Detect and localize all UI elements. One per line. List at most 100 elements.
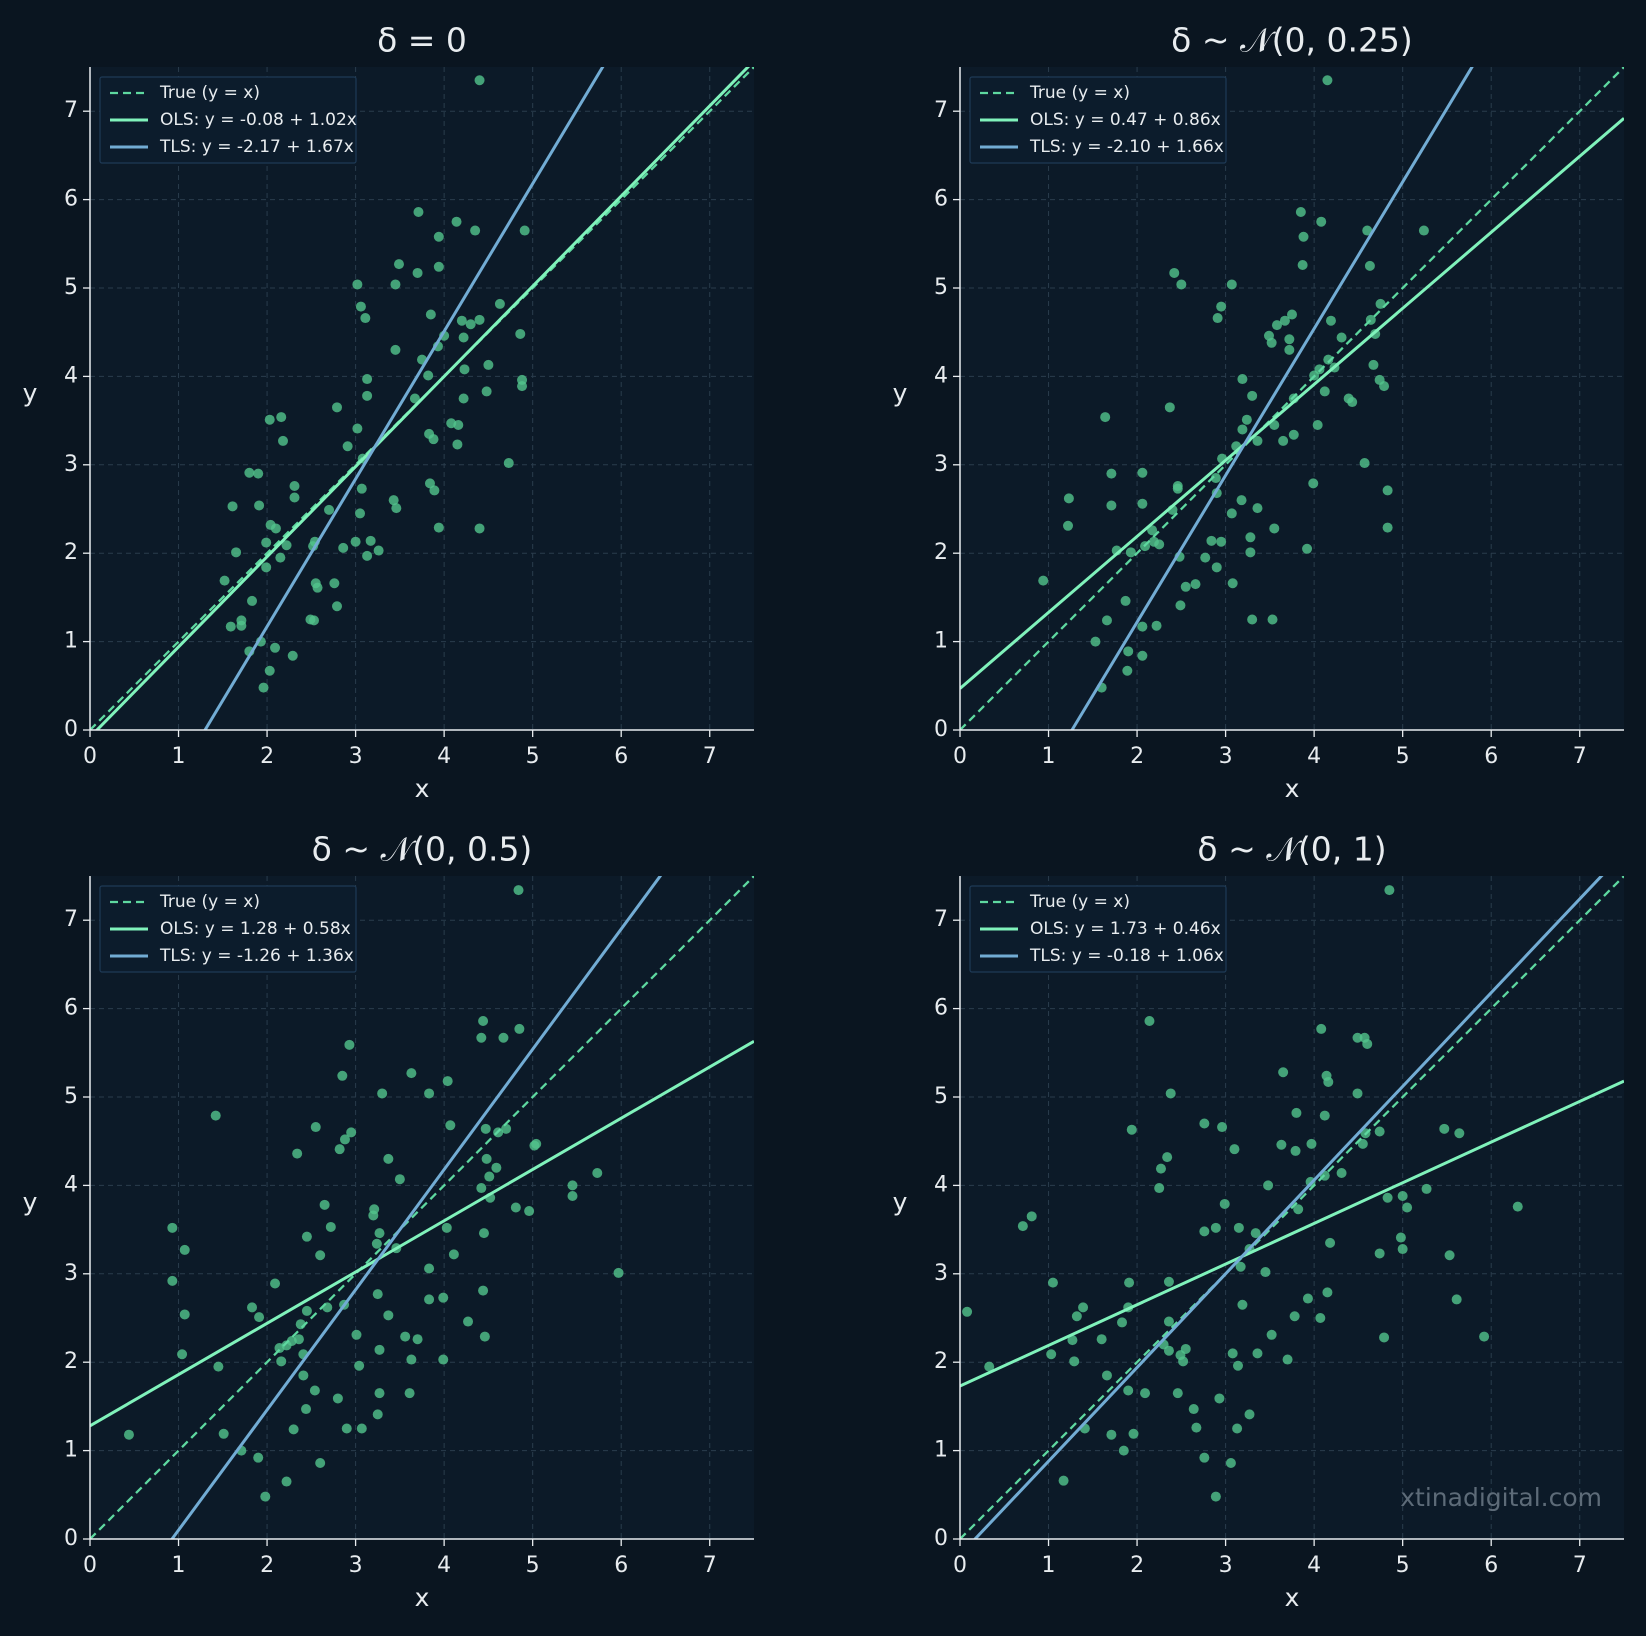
point — [479, 1331, 490, 1342]
point — [287, 650, 298, 661]
point — [1140, 1388, 1151, 1399]
point — [513, 885, 524, 896]
point — [1362, 1038, 1373, 1049]
point — [1078, 1302, 1089, 1313]
chart-title: δ ~ 𝒩(0, 1) — [1197, 830, 1386, 869]
point — [1172, 483, 1183, 494]
point — [301, 1305, 312, 1316]
point — [276, 1356, 287, 1367]
point — [484, 1171, 495, 1182]
point — [1352, 1032, 1363, 1043]
x-tick-label: 3 — [1219, 1553, 1233, 1578]
point — [1297, 260, 1308, 271]
point — [1479, 1331, 1490, 1342]
point — [1232, 1423, 1243, 1434]
y-tick-label: 2 — [64, 1349, 78, 1374]
y-tick-label: 4 — [934, 363, 948, 388]
point — [1308, 478, 1319, 489]
point — [373, 545, 384, 556]
point — [362, 550, 373, 561]
subplot: 0 1 2 3 4 5 6 7 0 1 2 3 4 5 6 7 True (y = x) OLS: y = 1.2… — [23, 830, 754, 1612]
fit-line — [94, 67, 751, 730]
point — [1395, 1232, 1406, 1243]
point — [1106, 468, 1117, 479]
x-axis-label: x — [1285, 1583, 1300, 1612]
x-tick-label: 7 — [1573, 1553, 1587, 1578]
y-tick-label: 2 — [934, 540, 948, 565]
point — [374, 1228, 385, 1239]
point — [529, 1140, 540, 1151]
point — [474, 314, 485, 325]
x-tick-label: 7 — [703, 1553, 717, 1578]
point — [227, 501, 238, 512]
legend: True (y = x) OLS: y = 1.73 + 0.46x TLS: y … — [969, 885, 1227, 973]
point — [355, 301, 366, 312]
chart-title: δ ~ 𝒩(0, 0.5) — [312, 830, 533, 869]
point — [1237, 1299, 1248, 1310]
point — [281, 1340, 292, 1351]
y-tick-label: 5 — [934, 1084, 948, 1109]
point — [476, 1032, 487, 1043]
point — [1236, 495, 1247, 506]
point — [1165, 1088, 1176, 1099]
fit-lines — [90, 67, 754, 730]
point — [253, 468, 264, 479]
point — [356, 483, 367, 494]
point — [1322, 75, 1333, 86]
legend-label: True (y = x) — [159, 892, 260, 912]
point — [1151, 620, 1162, 631]
point — [1451, 1294, 1462, 1305]
point — [377, 1088, 388, 1099]
point — [412, 267, 423, 278]
point — [1237, 374, 1248, 385]
point — [167, 1275, 178, 1286]
fit-line — [960, 67, 1624, 730]
point — [1278, 1067, 1289, 1078]
point — [1210, 1222, 1221, 1233]
point — [515, 328, 526, 339]
point — [1199, 1226, 1210, 1237]
point — [478, 1285, 489, 1296]
point — [1164, 402, 1175, 413]
point — [613, 1267, 624, 1278]
chart-title: δ ~ 𝒩(0, 0.25) — [1171, 21, 1413, 60]
point — [1250, 1228, 1261, 1239]
x-tick-label: 6 — [614, 1553, 628, 1578]
y-tick-label: 0 — [934, 717, 948, 742]
point — [393, 259, 404, 270]
point — [309, 1385, 320, 1396]
legend-label: TLS: y = -2.17 + 1.67x — [159, 137, 354, 157]
y-tick-label: 7 — [934, 907, 948, 932]
point — [1302, 1293, 1313, 1304]
point — [1122, 665, 1133, 676]
y-tick-label: 1 — [64, 629, 78, 654]
point — [1290, 1145, 1301, 1156]
point — [474, 75, 485, 86]
point — [1125, 547, 1136, 558]
point — [276, 412, 287, 423]
point — [371, 1238, 382, 1249]
point — [1364, 260, 1375, 271]
point — [372, 1409, 383, 1420]
point — [483, 359, 494, 370]
x-tick-label: 3 — [349, 744, 363, 769]
point — [433, 231, 444, 242]
fit-line — [1070, 67, 1474, 730]
point — [445, 1120, 456, 1131]
x-tick-label: 5 — [526, 744, 540, 769]
point — [441, 1222, 452, 1233]
point — [1325, 315, 1336, 326]
y-tick-label: 2 — [64, 540, 78, 565]
y-tick-label: 0 — [64, 717, 78, 742]
point — [390, 279, 401, 290]
x-tick-label: 1 — [1042, 1553, 1056, 1578]
subplot: 0 1 2 3 4 5 6 7 0 1 2 3 4 5 6 7 True (y = x) OLS: y = 0.4… — [893, 21, 1624, 803]
point — [1322, 1287, 1333, 1298]
point — [1325, 1237, 1336, 1248]
point — [1252, 435, 1263, 446]
point — [325, 1221, 336, 1232]
x-tick-label: 2 — [1130, 744, 1144, 769]
point — [1302, 543, 1313, 554]
point — [1233, 1222, 1244, 1233]
